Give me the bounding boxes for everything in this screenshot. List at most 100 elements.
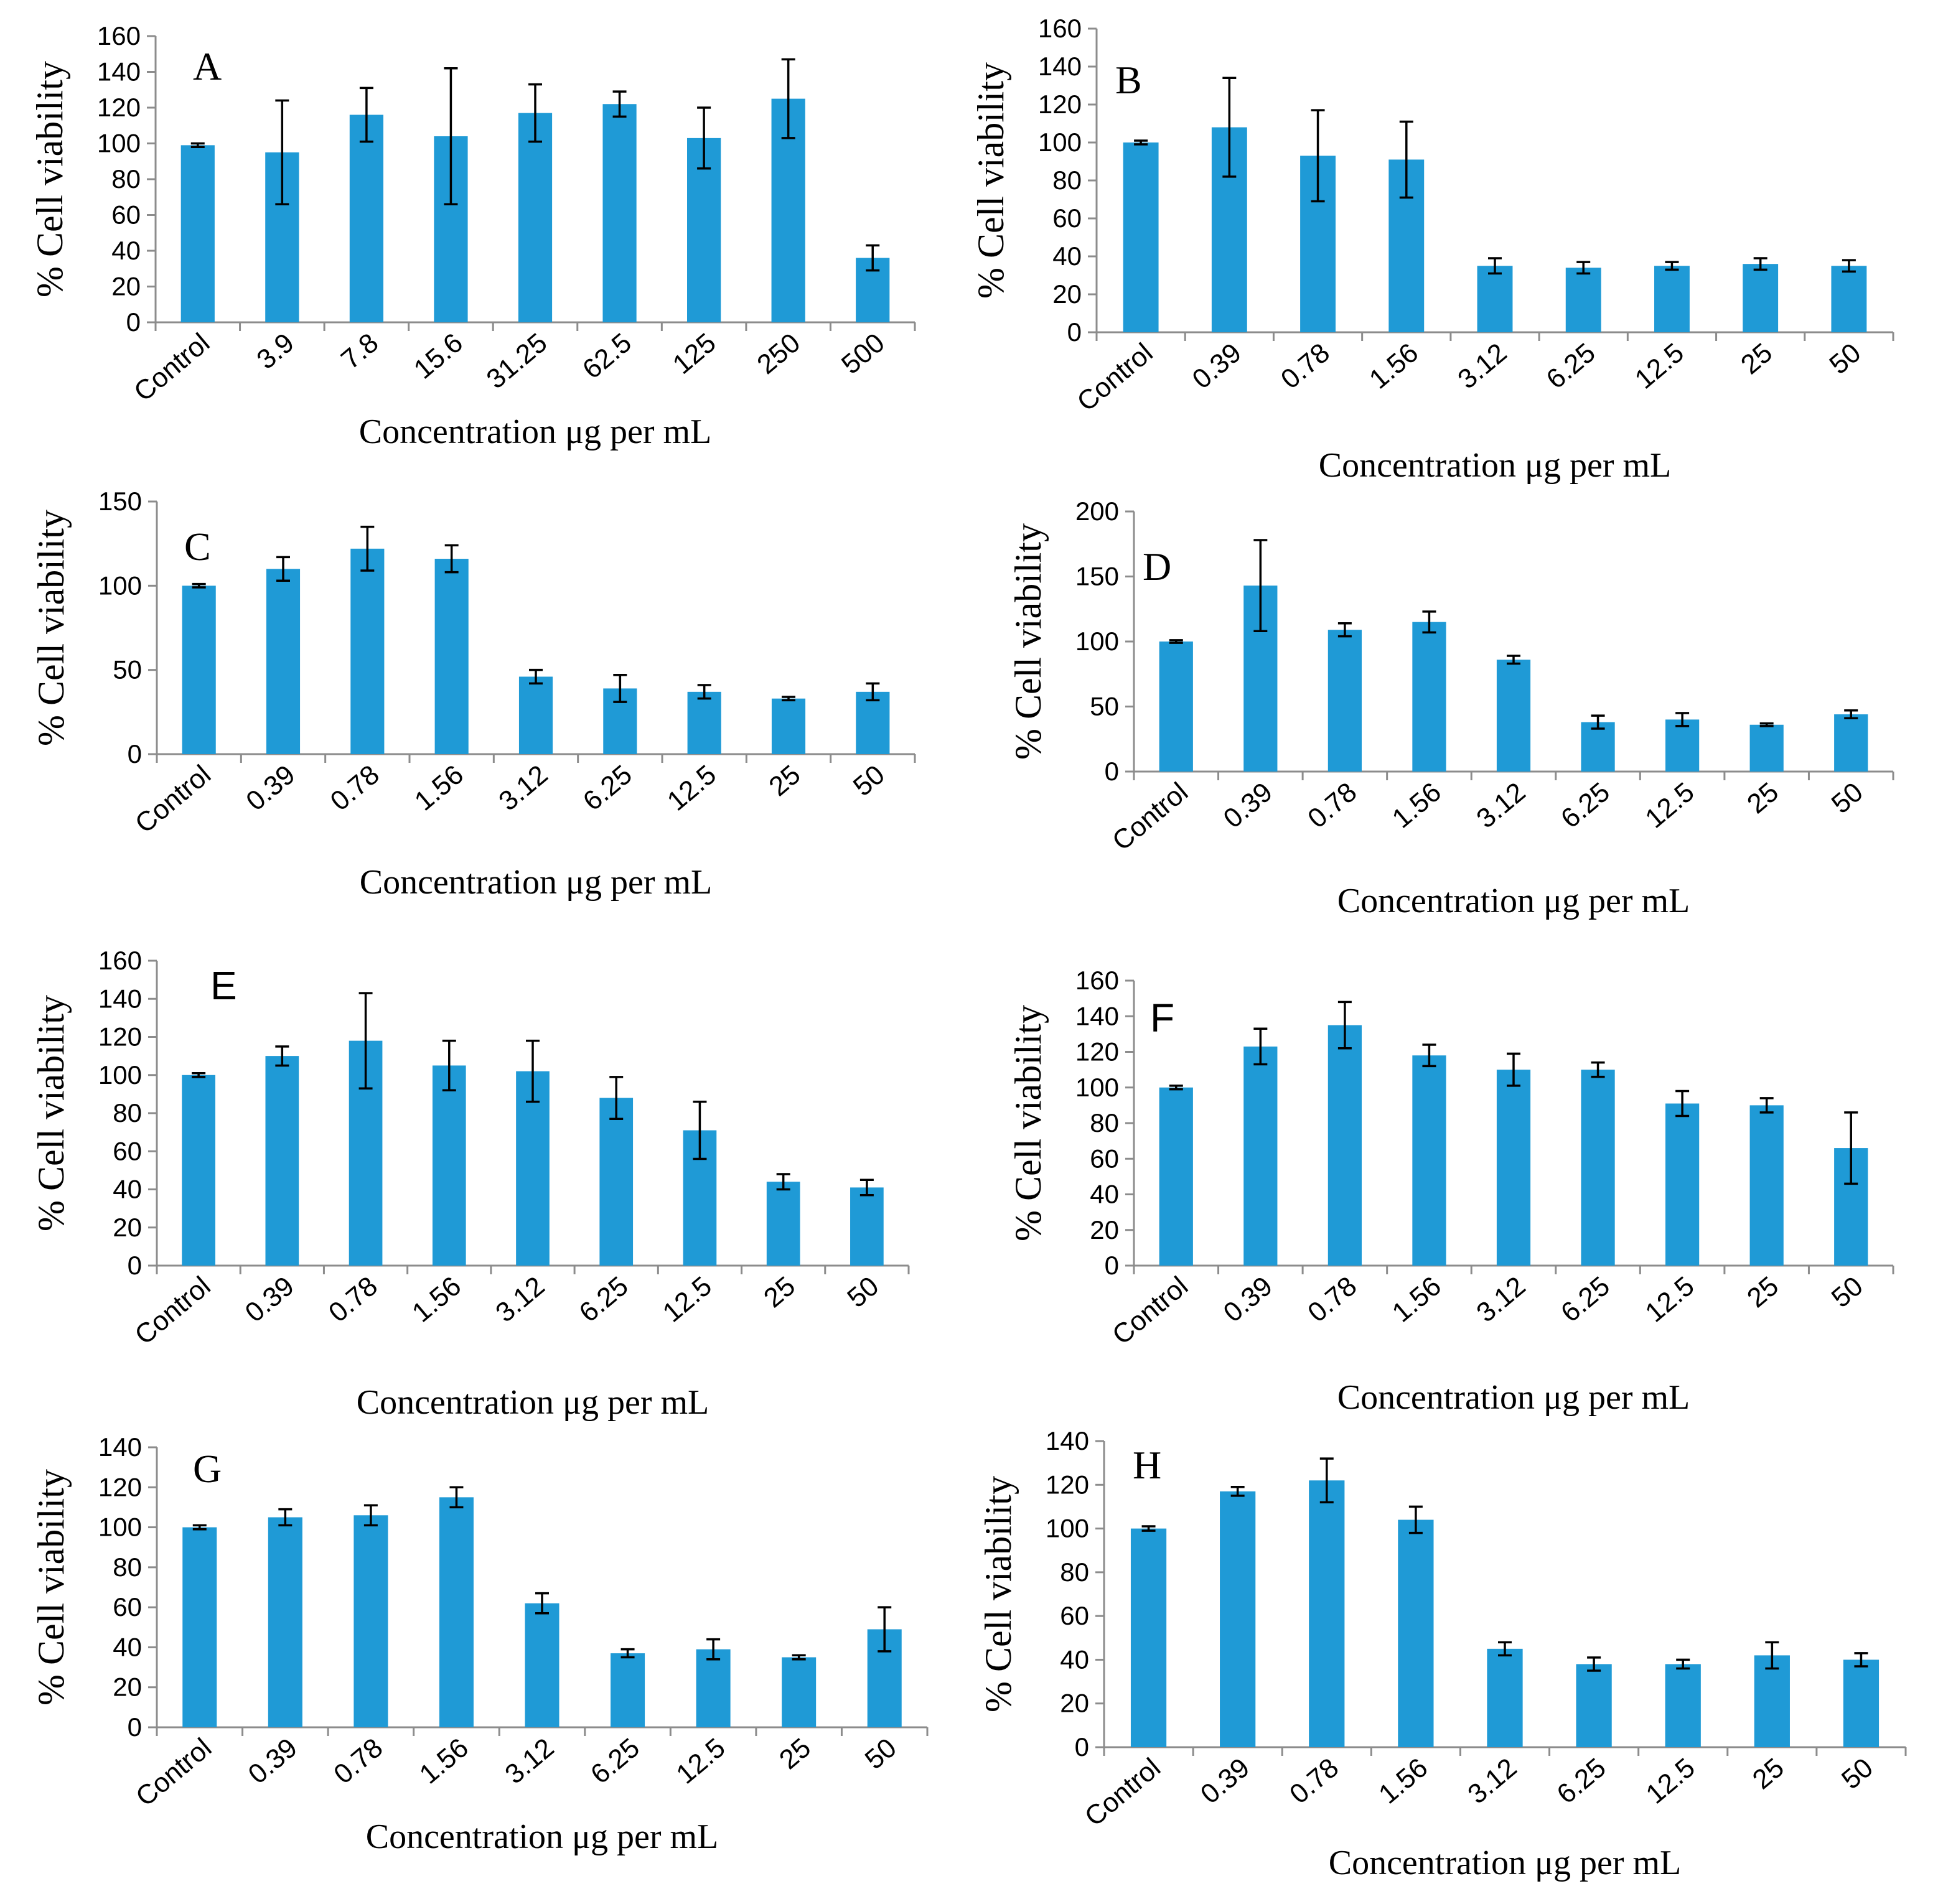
y-tick-label: 60 [1052,203,1082,233]
error-bar [613,674,627,703]
error-bar [190,142,205,148]
error-bar [878,1606,892,1653]
error-bar [776,1173,790,1191]
bar-d-3 [1412,622,1446,772]
chart-panel-e: 0 20 40 60 80 100 120 140 160 Control 0.39 0.78 1.56… [30,946,910,1422]
y-tick-label: 80 [1060,1557,1089,1587]
x-category-label: 3.9 [251,327,299,375]
x-category-label: 12.5 [1639,1271,1700,1328]
bar-e-7 [766,1182,800,1266]
bar-g-1 [268,1517,302,1727]
x-category-label: Control [1079,1752,1166,1832]
y-tick-label: 20 [1060,1689,1089,1718]
bar-e-1 [265,1056,299,1266]
error-bar [781,58,795,139]
bar-h-3 [1398,1519,1434,1747]
error-bar [276,556,290,582]
bar-e-0 [182,1075,215,1266]
bar-c-0 [182,586,216,754]
x-category-label: 0.39 [243,1732,303,1790]
bar-f-7 [1749,1105,1784,1266]
error-bar [1676,1658,1690,1670]
error-bar [363,1504,378,1527]
x-category-label: 50 [1826,1271,1869,1314]
x-category-label: 0.78 [323,1271,383,1328]
x-category-label: 25 [1735,337,1778,380]
y-tick-label: 100 [98,1513,142,1542]
x-category-label: Control [129,759,217,839]
x-category-label: 0.39 [1218,777,1278,834]
x-category-label: 6.25 [1555,1271,1616,1328]
bar-h-7 [1754,1655,1790,1747]
x-category-label: 12.5 [1641,1752,1701,1810]
x-category-label: 0.39 [240,759,301,817]
y-tick-label: 50 [1090,692,1119,721]
error-bar [1759,1097,1774,1114]
error-bar [612,90,627,118]
x-category-label: 250 [751,327,806,380]
chart-panel-f: 0 20 40 60 80 100 120 140 160 Control 0.39 0.78 1.56… [1008,966,1894,1417]
y-axis-title: % Cell viability [1008,523,1049,760]
error-bar [529,668,543,685]
y-tick-label: 80 [113,1552,142,1582]
bar-c-3 [434,559,469,754]
error-bar [1399,120,1413,199]
error-bar [1759,722,1774,727]
bar-d-7 [1749,724,1784,772]
x-category-label: 500 [836,327,891,380]
y-tick-label: 160 [1038,14,1082,43]
x-category-label: 25 [774,1732,817,1775]
y-tick-label: 50 [113,655,142,684]
x-category-label: 12.5 [1639,777,1700,834]
x-category-label: 0.78 [1284,1752,1344,1810]
x-category-label: 0.78 [1275,337,1336,395]
y-tick-label: 0 [1105,757,1119,786]
chart-panel-d: 0 50 100 150 200 Control 0.39 0.78 1.56 3.12 6.25 1… [1008,497,1894,920]
error-bar [1765,1641,1779,1670]
x-category-label: 0.39 [1187,337,1247,395]
error-bar [192,582,206,589]
x-category-label: 1.56 [414,1732,474,1790]
y-tick-label: 20 [113,1213,142,1242]
error-bar [1507,655,1520,665]
error-bar [442,1039,456,1091]
x-category-label: 125 [667,327,722,380]
y-tick-label: 120 [97,93,141,122]
y-tick-label: 120 [1075,1037,1119,1066]
x-category-label: 6.25 [578,759,638,817]
bar-b-0 [1123,142,1159,332]
y-tick-label: 160 [97,21,141,50]
x-category-label: 1.56 [1387,1271,1447,1328]
x-category-label: Control [130,1732,217,1813]
x-category-label: Control [1107,777,1194,857]
bar-a-2 [349,114,383,322]
x-category-label: 12.5 [657,1271,718,1328]
panel-label: B [1115,58,1142,102]
bar-f-2 [1327,1025,1362,1266]
bar-c-2 [350,548,385,754]
x-category-label: 3.12 [1462,1752,1522,1810]
y-tick-label: 20 [111,272,141,301]
error-bar [792,1654,806,1661]
bar-f-5 [1581,1070,1615,1266]
error-bar [697,106,711,170]
x-category-label: 25 [758,1271,801,1314]
x-category-label: Control [1071,337,1158,418]
x-axis-title: Concentration μg per mL [1337,1378,1690,1417]
bar-c-8 [856,691,890,754]
bar-b-5 [1565,268,1601,332]
x-category-label: Control [128,327,215,408]
error-bar [1844,709,1858,720]
bar-a-5 [602,104,637,322]
bar-d-5 [1581,722,1615,772]
y-tick-label: 0 [1067,317,1082,347]
error-bar [526,1039,540,1103]
bar-a-0 [180,145,215,322]
error-bar [1311,109,1325,203]
bar-c-1 [266,569,301,754]
x-category-label: 0.39 [1195,1752,1255,1810]
x-category-label: 7.8 [335,327,384,375]
y-tick-label: 40 [111,236,141,265]
y-tick-label: 150 [98,487,142,516]
